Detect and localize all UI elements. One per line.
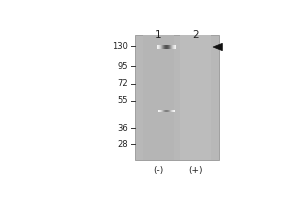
Text: 2: 2 xyxy=(192,30,199,40)
Text: 72: 72 xyxy=(118,79,128,88)
Text: 1: 1 xyxy=(155,30,162,40)
Text: 55: 55 xyxy=(118,96,128,105)
Text: 95: 95 xyxy=(118,62,128,71)
Text: 130: 130 xyxy=(112,42,128,51)
Bar xyxy=(181,35,211,160)
Text: (-): (-) xyxy=(153,166,164,175)
Bar xyxy=(135,35,219,160)
Text: 28: 28 xyxy=(118,140,128,149)
Polygon shape xyxy=(213,43,222,51)
Text: (+): (+) xyxy=(188,166,203,175)
Text: 36: 36 xyxy=(117,124,128,133)
Bar xyxy=(143,35,173,160)
